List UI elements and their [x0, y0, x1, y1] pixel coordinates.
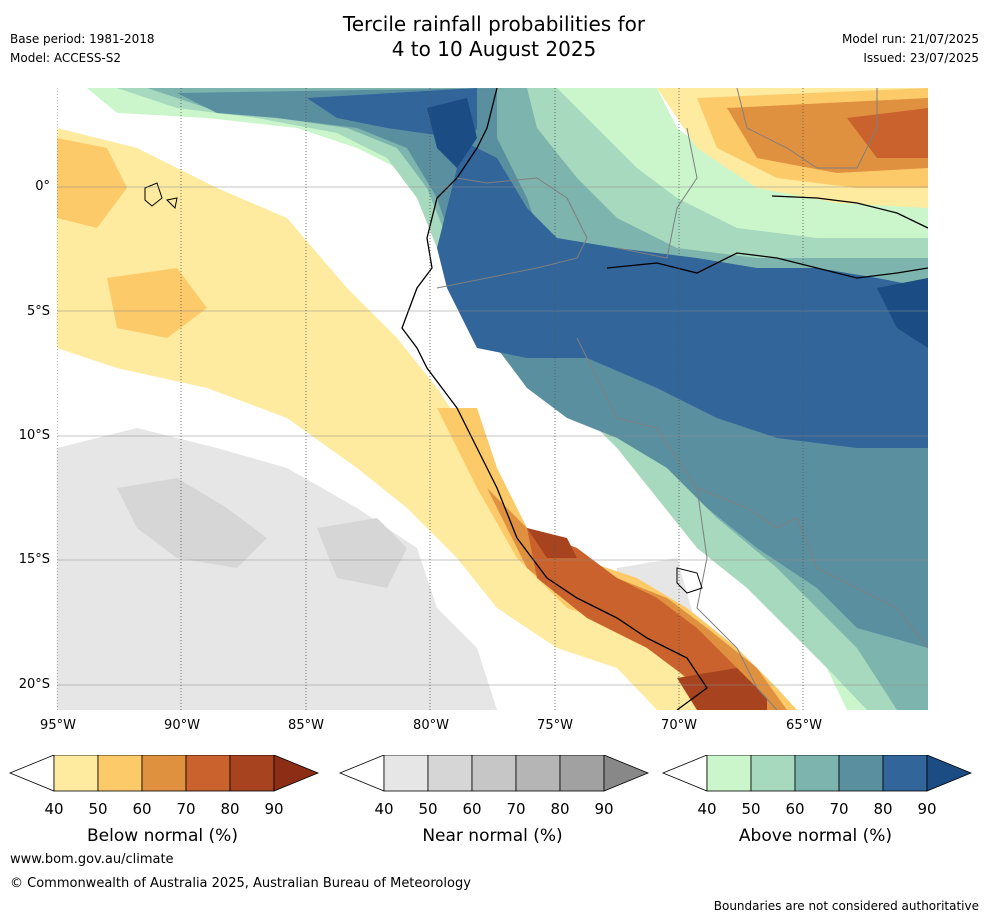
colorbar-segment	[882, 755, 928, 792]
galapagos-islands	[144, 182, 178, 210]
colorbar-title-below: Below normal (%)	[87, 826, 238, 846]
colorbar-low-extension	[661, 755, 708, 792]
near-normal-region-2	[117, 478, 407, 588]
colorbar-segment	[97, 755, 143, 792]
title-line-2: 4 to 10 August 2025	[391, 37, 597, 61]
lon-label-95w: 95°W	[40, 718, 76, 733]
colorbar-tick-label: 40	[44, 800, 64, 818]
copyright-text: © Commonwealth of Australia 2025, Austra…	[10, 876, 471, 891]
colorbar-tick-label: 40	[697, 800, 717, 818]
disclaimer-text: Boundaries are not considered authoritat…	[713, 899, 979, 913]
model-run-text: Model run: 21/07/2025	[841, 32, 979, 46]
colorbar-segment	[471, 755, 517, 792]
colorbar-below-normal	[8, 755, 320, 792]
lon-label-70w: 70°W	[661, 718, 697, 733]
lat-label-5s: 5°S	[26, 304, 50, 319]
colorbar-high-extension	[926, 755, 973, 792]
above-normal-90-region	[307, 88, 928, 448]
lon-label-80w: 80°W	[413, 718, 449, 733]
colorbar-title-above: Above normal (%)	[738, 826, 893, 846]
lat-label-15s: 15°S	[18, 552, 50, 567]
chart-title: Tercile rainfall probabilities for 4 to …	[0, 12, 988, 62]
map-canvas	[57, 88, 928, 710]
lat-label-20s: 20°S	[18, 677, 50, 692]
lat-label-0: 0°	[35, 179, 50, 194]
lake-titicaca	[676, 567, 703, 594]
colorbar-tick-label: 80	[550, 800, 570, 818]
colorbar-tick-label: 90	[264, 800, 284, 818]
colorbar-tick-label: 80	[220, 800, 240, 818]
colorbar-tick-label: 50	[88, 800, 108, 818]
colorbar-segment	[229, 755, 275, 792]
base-period-text: Base period: 1981-2018	[10, 32, 155, 46]
below-normal-50-region	[57, 128, 757, 710]
colorbar-tick-label: 40	[374, 800, 394, 818]
model-text: Model: ACCESS-S2	[10, 51, 122, 65]
colorbar-segment	[515, 755, 561, 792]
colorbar-above-normal	[661, 755, 973, 792]
lon-label-65w: 65°W	[786, 718, 822, 733]
probability-map	[57, 88, 928, 710]
latitude-gridlines	[57, 186, 928, 686]
below-normal-90-region	[527, 528, 767, 710]
above-normal-60-region	[117, 88, 928, 710]
colorbar-high-extension	[603, 755, 650, 792]
colorbar-segment	[53, 755, 99, 792]
northern-coast	[606, 195, 928, 279]
colorbar-segment	[383, 755, 429, 792]
lat-label-10s: 10°S	[18, 428, 50, 443]
lon-label-75w: 75°W	[537, 718, 573, 733]
colorbar-tick-label: 60	[785, 800, 805, 818]
colorbar-tick-label: 80	[873, 800, 893, 818]
colorbar-near-normal	[338, 755, 650, 792]
colorbar-segment	[141, 755, 187, 792]
colorbar-tick-label: 90	[917, 800, 937, 818]
colorbar-tick-label: 50	[418, 800, 438, 818]
colorbar-tick-label: 60	[132, 800, 152, 818]
website-text: www.bom.gov.au/climate	[10, 852, 174, 867]
colorbar-segment	[794, 755, 840, 792]
lon-label-90w: 90°W	[164, 718, 200, 733]
coastline	[401, 88, 708, 710]
colorbar-low-extension	[338, 755, 385, 792]
colorbar-tick-label: 60	[462, 800, 482, 818]
colorbar-segment	[185, 755, 231, 792]
colorbar-low-extension	[8, 755, 55, 792]
above-normal-80-region	[177, 88, 928, 648]
colorbar-segment	[559, 755, 605, 792]
colorbar-tick-label: 70	[176, 800, 196, 818]
issued-text: Issued: 23/07/2025	[863, 51, 979, 65]
colorbar-title-near: Near normal (%)	[422, 826, 563, 846]
country-borders	[436, 88, 928, 710]
colorbars	[8, 755, 973, 792]
colorbar-segment	[838, 755, 884, 792]
colorbar-segment	[706, 755, 752, 792]
colorbar-tick-label: 90	[594, 800, 614, 818]
lon-label-85w: 85°W	[288, 718, 324, 733]
colorbar-tick-label: 70	[829, 800, 849, 818]
colorbar-segment	[750, 755, 796, 792]
title-line-1: Tercile rainfall probabilities for	[342, 12, 646, 36]
colorbar-segment	[427, 755, 473, 792]
colorbar-high-extension	[273, 755, 320, 792]
colorbar-tick-label: 70	[506, 800, 526, 818]
colorbar-tick-label: 50	[741, 800, 761, 818]
below-normal-70-region	[487, 98, 928, 710]
